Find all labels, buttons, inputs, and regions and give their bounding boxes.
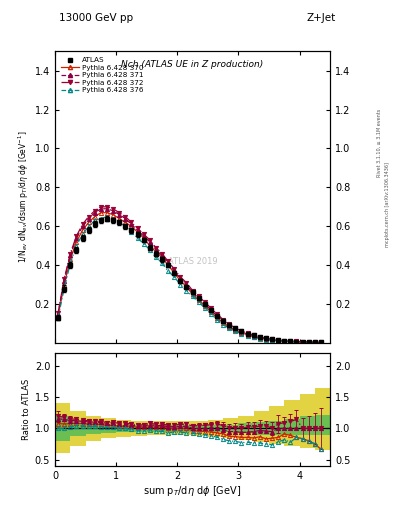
Text: 13000 GeV pp: 13000 GeV pp (59, 13, 133, 23)
Y-axis label: Ratio to ATLAS: Ratio to ATLAS (22, 379, 31, 440)
Y-axis label: 1/N$_{ev}$ dN$_{ev}$/dsum p$_T$/d$\eta$ d$\phi$ [GeV$^{-1}$]: 1/N$_{ev}$ dN$_{ev}$/dsum p$_T$/d$\eta$ … (16, 131, 31, 263)
Text: Rivet 3.1.10, ≥ 3.1M events: Rivet 3.1.10, ≥ 3.1M events (377, 109, 382, 178)
Text: Z+Jet: Z+Jet (307, 13, 336, 23)
Text: Nch (ATLAS UE in Z production): Nch (ATLAS UE in Z production) (121, 60, 264, 69)
Text: ATLAS 2019: ATLAS 2019 (168, 257, 217, 266)
Legend: ATLAS, Pythia 6.428 370, Pythia 6.428 371, Pythia 6.428 372, Pythia 6.428 376: ATLAS, Pythia 6.428 370, Pythia 6.428 37… (59, 55, 145, 95)
Text: mcplots.cern.ch [arXiv:1306.3436]: mcplots.cern.ch [arXiv:1306.3436] (385, 162, 389, 247)
X-axis label: sum p$_T$/d$\eta$ d$\phi$ [GeV]: sum p$_T$/d$\eta$ d$\phi$ [GeV] (143, 483, 242, 498)
